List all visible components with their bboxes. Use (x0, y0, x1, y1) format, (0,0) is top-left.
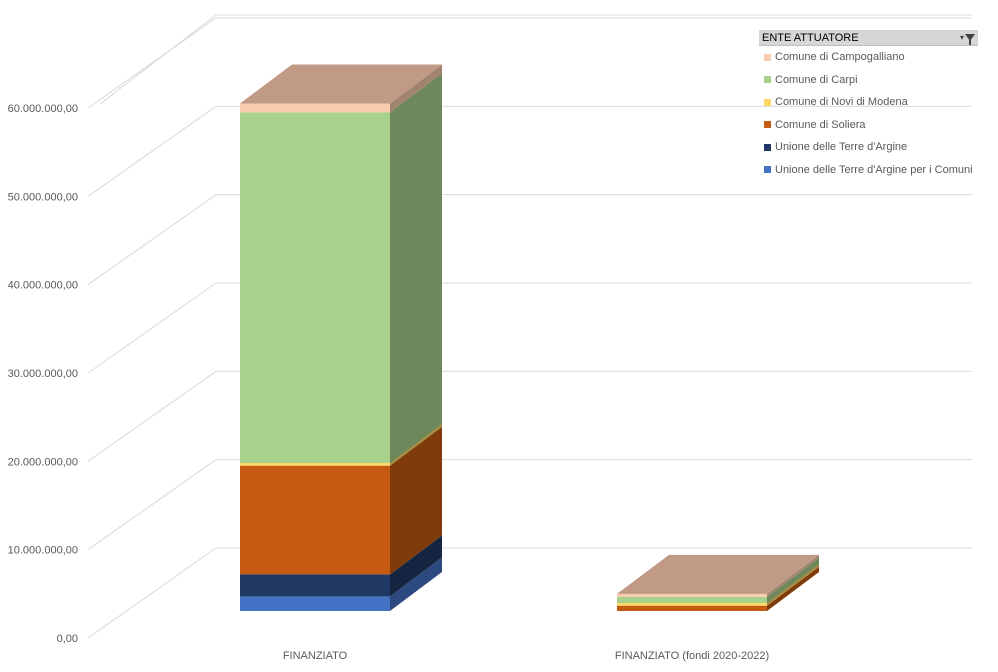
y-axis-tick-labels: 0,00 10.000.000,00 20.000.000,00 30.000.000… (8, 103, 78, 645)
filter-dropdown-button[interactable]: ▾ (959, 32, 975, 45)
legend-label: Comune di Campogalliano (775, 51, 905, 64)
bar-segment (617, 557, 819, 604)
legend-item[interactable]: Unione delle Terre d'Argine (759, 136, 978, 159)
chevron-down-icon: ▾ (959, 32, 964, 42)
x-category-label: FINANZIATO (fondi 2020-2022) (615, 650, 769, 662)
bar-front (240, 112, 390, 464)
x-category-label: FINANZIATO (283, 650, 348, 662)
legend-item[interactable]: Comune di Campogalliano (759, 46, 978, 69)
bar-front (240, 596, 390, 611)
bar-side (390, 64, 442, 113)
bar-side (767, 554, 819, 597)
bar-front (240, 574, 390, 597)
legend-title: ENTE ATTUATORE (762, 31, 859, 44)
legend-label: Unione delle Terre d'Argine per i Comuni (775, 163, 973, 176)
legend-label: Unione delle Terre d'Argine (775, 141, 908, 154)
legend-item[interactable]: Comune di Novi di Modena (759, 91, 978, 114)
legend-item[interactable]: Comune di Carpi (759, 69, 978, 92)
x-axis-category-labels: FINANZIATO FINANZIATO (fondi 2020-2022) (283, 650, 769, 662)
legend-swatch (764, 143, 771, 151)
legend-label: Comune di Carpi (775, 73, 858, 86)
y-tick-label: 10.000.000,00 (8, 545, 78, 557)
y-tick-label: 0,00 (57, 633, 78, 645)
bar-segment (617, 566, 819, 611)
bar-segment (240, 73, 442, 464)
gridline-diagonal (87, 547, 217, 639)
gridline-diagonal (87, 194, 217, 286)
bar-top (617, 554, 819, 594)
bar-side (767, 563, 819, 606)
bar-front (617, 602, 767, 606)
legend-swatch (764, 121, 771, 129)
y-tick-label: 20.000.000,00 (8, 456, 78, 468)
legend-swatch (764, 166, 771, 174)
bar-front (617, 593, 767, 597)
gridline-diagonal (87, 370, 217, 462)
bar-segment (240, 535, 442, 597)
bar-side (390, 73, 442, 464)
bar-segment (617, 563, 819, 606)
gridline-diagonal (87, 105, 217, 197)
bar-side (390, 423, 442, 466)
legend-label: Comune di Novi di Modena (775, 96, 908, 109)
y-tick-label: 50.000.000,00 (8, 191, 78, 203)
bar-side (767, 566, 819, 611)
gridline-diagonal (99, 14, 217, 105)
bars (240, 64, 819, 611)
legend-item[interactable]: Unione delle Terre d'Argine per i Comuni (759, 159, 978, 182)
gridline-diagonal (87, 17, 217, 109)
y-tick-label: 40.000.000,00 (8, 280, 78, 292)
gridline-diagonal (87, 282, 217, 374)
bar-segment (240, 557, 442, 611)
bar-segment (240, 423, 442, 466)
bar-side (390, 535, 442, 597)
gridline-diagonal (87, 459, 217, 551)
bar-top (240, 64, 442, 104)
legend-swatch (764, 76, 771, 84)
bar-front (240, 465, 390, 575)
bar-front (617, 596, 767, 604)
bar-side (390, 557, 442, 611)
bar-side (390, 426, 442, 575)
bar-side (767, 557, 819, 604)
y-tick-label: 30.000.000,00 (8, 368, 78, 380)
bar-segment (617, 554, 819, 597)
legend-item[interactable]: Comune di Soliera (759, 114, 978, 137)
legend-swatch (764, 53, 771, 61)
legend-label: Comune di Soliera (775, 118, 866, 131)
legend-header: ENTE ATTUATORE ▾ (759, 30, 978, 46)
bar-front (240, 462, 390, 466)
filter-icon (965, 34, 975, 45)
bar-front (617, 605, 767, 611)
legend: ENTE ATTUATORE ▾ Comune di Campogalliano… (759, 30, 978, 181)
legend-swatch (764, 98, 771, 106)
bar-segment (240, 64, 442, 113)
bar-front (240, 103, 390, 113)
bar-segment (240, 426, 442, 575)
y-tick-label: 60.000.000,00 (8, 103, 78, 115)
